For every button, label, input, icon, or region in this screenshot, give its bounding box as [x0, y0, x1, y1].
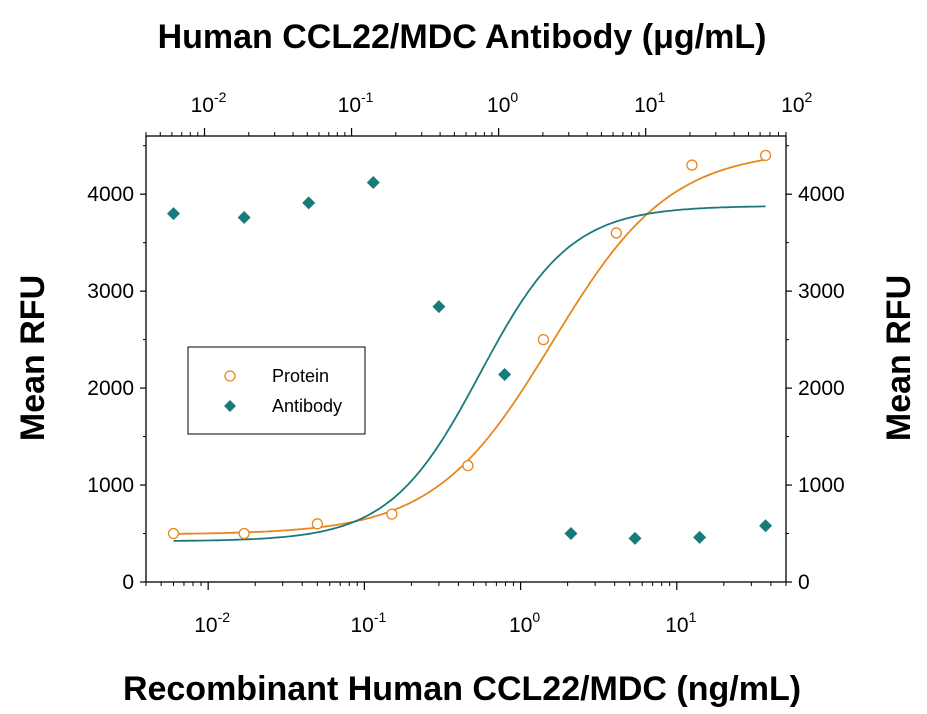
x-top-tick-label: 10-2 [191, 89, 227, 117]
legend-protein-marker [224, 370, 236, 382]
data-point-antibody [366, 176, 380, 190]
y-tick-label-right: 4000 [798, 183, 845, 206]
y-tick-label-left: 0 [122, 571, 134, 594]
x-axis-label: Recombinant Human CCL22/MDC (ng/mL) [123, 670, 801, 708]
data-point-antibody [237, 210, 251, 224]
x-bottom-tick-label: 101 [665, 609, 696, 637]
legend-protein-label: Protein [272, 366, 329, 386]
chart-title: Human CCL22/MDC Antibody (μg/mL) [158, 18, 767, 56]
y-tick-label-right: 3000 [798, 280, 845, 303]
y-tick-label-left: 3000 [87, 280, 134, 303]
legend-box [187, 346, 366, 435]
legend-antibody-label: Antibody [272, 396, 342, 416]
data-point-protein [462, 460, 474, 472]
data-point-protein [311, 518, 324, 530]
fit-curves [173, 158, 766, 542]
y-axis-label-right: Mean RFU [880, 275, 918, 441]
data-point-antibody [693, 530, 707, 544]
data-point-antibody [498, 368, 512, 382]
x-bottom-tick-label: 10-2 [194, 609, 230, 637]
x-top-tick-label: 101 [634, 89, 665, 117]
y-tick-label-right: 1000 [798, 474, 845, 497]
data-point-protein [610, 227, 622, 239]
data-point-antibody [759, 519, 773, 533]
data-point-protein [238, 527, 250, 540]
data-point-antibody [628, 531, 642, 545]
x-bottom-tick-label: 10-1 [350, 609, 386, 637]
fit-curve-protein [173, 158, 766, 535]
data-point-protein [386, 508, 398, 520]
data-point-antibody [302, 196, 316, 210]
data-point-antibody [564, 527, 578, 541]
axes-layer: 0 0 1000 1000 2000 2000 3000 3000 4000 4000 10-2 10… [87, 89, 844, 637]
y-tick-label-right: 2000 [798, 377, 845, 400]
y-tick-label-left: 2000 [87, 377, 134, 400]
data-point-protein [167, 527, 180, 540]
data-point-antibody [432, 300, 446, 314]
legend-antibody-marker [224, 400, 236, 412]
y-tick-label-left: 4000 [87, 183, 134, 206]
data-points [167, 149, 773, 545]
data-point-protein [759, 149, 772, 162]
x-top-tick-label: 102 [781, 89, 812, 117]
fit-curve-antibody [173, 205, 766, 542]
data-point-protein [537, 333, 550, 346]
y-axis-label-left: Mean RFU [14, 275, 52, 441]
data-point-antibody [167, 207, 181, 221]
x-bottom-tick-label: 100 [509, 609, 540, 637]
y-tick-label-left: 1000 [87, 474, 134, 497]
x-top-tick-label: 10-1 [338, 89, 374, 117]
x-top-tick-label: 100 [487, 89, 518, 117]
legend: Protein Antibody [187, 346, 366, 435]
data-point-protein [686, 159, 698, 171]
y-tick-label-right: 0 [798, 571, 810, 594]
